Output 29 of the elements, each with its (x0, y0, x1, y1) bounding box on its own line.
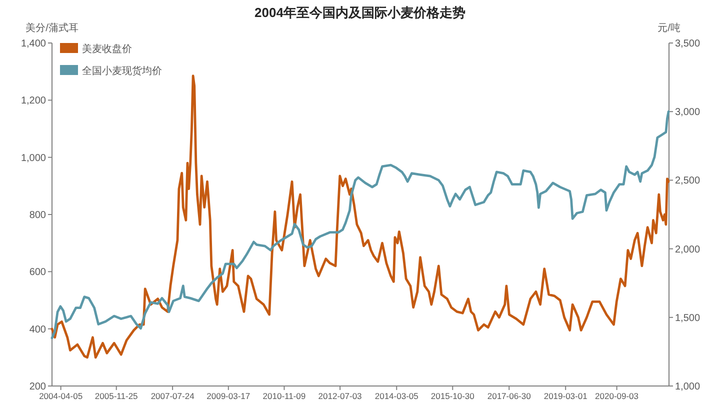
y-tick-label: 1,400 (20, 38, 46, 50)
y2-tick-label: 1,500 (675, 312, 700, 324)
y-tick-label: 800 (29, 210, 46, 221)
y-tick-label: 1,000 (20, 152, 46, 164)
x-tick-label: 2015-10-30 (430, 391, 474, 401)
y2-tick-label: 2,000 (675, 244, 700, 256)
x-tick-label: 2014-03-05 (374, 391, 418, 401)
x-tick-label: 2009-03-17 (206, 391, 250, 401)
y-tick-label: 200 (29, 382, 46, 392)
x-tick-label: 2012-07-03 (318, 391, 362, 401)
x-tick-label: 2020-09-03 (595, 391, 639, 401)
y-tick-label: 400 (29, 324, 46, 336)
x-tick-label: 2017-06-30 (487, 391, 531, 401)
x-tick-label: 2019-03-01 (544, 391, 588, 401)
legend-label: 全国小麦现货均价 (82, 66, 162, 77)
y2-tick-label: 1,000 (675, 382, 700, 392)
y-tick-label: 1,200 (20, 96, 46, 107)
y-axis-title: 美分/蒲式耳 (26, 23, 78, 34)
y-tick-label: 600 (29, 267, 46, 278)
y2-tick-label: 3,000 (675, 107, 700, 118)
x-tick-label: 2010-11-09 (262, 391, 306, 401)
title: 2004年至今国内及国际小麦价格走势 (254, 5, 466, 20)
y2-tick-label: 3,500 (675, 38, 700, 50)
legend-label: 美麦收盘价 (82, 44, 132, 55)
y2-tick-label: 2,500 (675, 176, 700, 187)
y2-axis-title: 元/吨 (658, 23, 680, 34)
x-tick-label: 2007-07-24 (150, 391, 194, 401)
x-tick-label: 2004-04-05 (39, 391, 83, 401)
x-tick-label: 2005-11-25 (94, 391, 138, 401)
